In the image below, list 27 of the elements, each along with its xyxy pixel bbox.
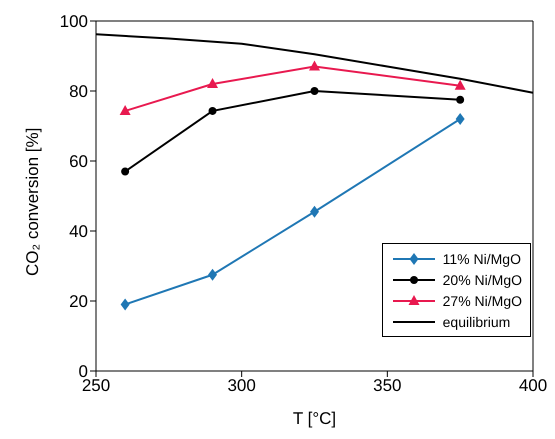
point: [207, 78, 218, 88]
point: [120, 298, 130, 310]
legend-label: equilibrium: [442, 314, 510, 330]
legend-label: 20% Ni/MgO: [442, 272, 522, 288]
point: [454, 80, 466, 90]
y-axis-title: CO₂ conversion [%]: [23, 128, 42, 276]
x-tick-label: 250: [82, 376, 110, 396]
point: [310, 87, 318, 95]
x-axis-title: T [°C]: [292, 409, 336, 428]
x-tick-label: 300: [227, 376, 256, 396]
y-tick-label: 60: [69, 152, 88, 172]
y-tick-label: 100: [60, 12, 88, 32]
point: [456, 96, 464, 104]
y-tick-label: 80: [69, 82, 88, 102]
point: [456, 113, 465, 125]
legend-label: 11% Ni/MgO: [442, 250, 521, 266]
y-tick-label: 40: [69, 222, 88, 242]
point: [121, 168, 130, 176]
point: [208, 106, 217, 115]
point: [310, 206, 319, 218]
point: [208, 268, 218, 281]
point: [120, 104, 131, 115]
point: [309, 60, 320, 70]
legend-label: 27% Ni/MgO: [442, 292, 522, 308]
y-tick-label: 20: [69, 292, 88, 312]
x-tick-label: 350: [373, 376, 402, 396]
x-tick-label: 400: [518, 376, 548, 396]
